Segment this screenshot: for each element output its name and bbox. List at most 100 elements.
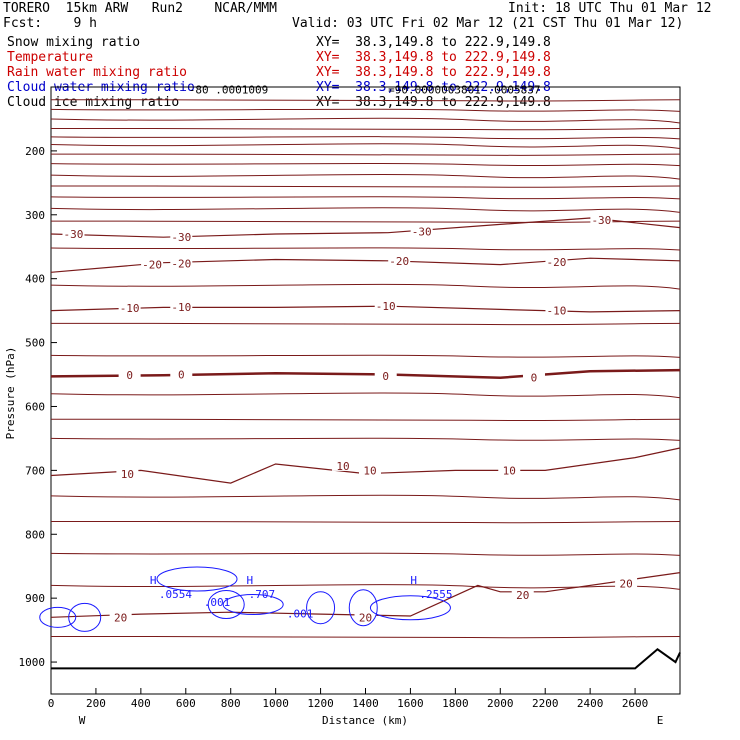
isotherm-label: -10 xyxy=(547,305,567,318)
x-axis-label: Distance (km) xyxy=(322,714,408,727)
legend-rain-name: Rain water mixing ratio xyxy=(7,65,188,80)
background-isoline xyxy=(50,354,681,358)
isotherm-label: -30 xyxy=(171,231,191,244)
y-axis-label: Pressure (hPa) xyxy=(4,347,17,440)
background-isoline xyxy=(50,392,681,399)
isotherm-label-bg xyxy=(374,369,397,381)
isotherm-label: -20 xyxy=(547,256,567,269)
isotherm-label: 0 xyxy=(126,369,133,382)
forecast-hour: Fcst: 9 h xyxy=(3,16,97,31)
isotherm-label-bg xyxy=(590,213,613,225)
legend-cloud-ice-name: Cloud ice mixing ratio xyxy=(7,95,180,110)
isotherm-label-bg xyxy=(358,464,381,476)
isotherm-label-bg xyxy=(109,611,132,623)
cloud-water-contour xyxy=(222,594,284,616)
legend-snow-name: Snow mixing ratio xyxy=(7,35,141,50)
isotherm-label-bg xyxy=(141,258,164,270)
valid-time: Valid: 03 UTC Fri 02 Mar 12 (21 CST Thu … xyxy=(292,16,684,31)
isotherm-label-bg xyxy=(374,300,397,312)
background-isoline xyxy=(50,117,681,124)
cloud-water-contour xyxy=(156,566,238,592)
isotherm-label: 20 xyxy=(359,611,372,624)
cloud-water-contour xyxy=(207,590,245,620)
background-isoline xyxy=(50,143,681,150)
isotherm-label: 0 xyxy=(382,370,389,383)
cloud-water-label: .001 xyxy=(287,607,314,620)
background-isoline xyxy=(50,153,681,156)
isotherm-label-bg xyxy=(332,459,355,471)
y-tick-label: 700 xyxy=(25,464,45,477)
isotherm-label-bg xyxy=(118,369,141,381)
isotherm-label-bg xyxy=(410,225,433,237)
x-tick-label: 1000 xyxy=(262,697,289,710)
y-tick-label: 900 xyxy=(25,592,45,605)
cloud-water-contour xyxy=(348,589,378,627)
cloud-water-contour xyxy=(39,606,77,628)
background-isoline xyxy=(50,322,681,326)
y-tick-label: 600 xyxy=(25,400,45,413)
west-label: W xyxy=(79,714,86,727)
background-isoline xyxy=(50,136,681,140)
x-tick-label: 1600 xyxy=(397,697,424,710)
isotherm-label: -30 xyxy=(591,214,611,227)
isotherm-label-bg xyxy=(615,577,638,589)
cloud-water-label: H xyxy=(410,574,417,587)
x-tick-label: 2000 xyxy=(487,697,514,710)
isotherm-line xyxy=(50,257,681,273)
x-tick-label: 1200 xyxy=(307,697,334,710)
isotherm-line xyxy=(50,305,681,313)
isotherm-label-bg xyxy=(522,371,545,383)
isotherm-label-bg xyxy=(354,611,377,623)
x-tick-label: 2200 xyxy=(532,697,559,710)
background-isoline xyxy=(50,437,681,441)
y-tick-label: 200 xyxy=(25,145,45,158)
terrain-line xyxy=(51,648,681,670)
x-tick-label: 400 xyxy=(131,697,151,710)
y-tick-label: 1000 xyxy=(19,656,46,669)
background-isoline xyxy=(50,173,681,180)
background-isoline xyxy=(50,163,681,167)
x-tick-label: 1400 xyxy=(352,697,379,710)
background-isoline xyxy=(50,196,681,200)
x-tick-label: 0 xyxy=(48,697,55,710)
x-tick-label: 2400 xyxy=(577,697,604,710)
overlay-label: -80 .0001009 xyxy=(189,83,268,96)
isotherm-label: -10 xyxy=(120,302,140,315)
isotherm-label: 10 xyxy=(363,464,376,477)
isotherm-label-bg xyxy=(170,231,193,243)
isotherm-label: 10 xyxy=(503,464,516,477)
legend-rain-xy: XY= 38.3,149.8 to 222.9,149.8 xyxy=(316,65,551,80)
isotherm-line xyxy=(50,217,681,238)
isotherm-label-bg xyxy=(170,300,193,312)
background-isoline xyxy=(50,128,681,131)
background-isoline xyxy=(50,584,681,590)
isotherm-label: -10 xyxy=(171,301,191,314)
cloud-water-contour xyxy=(369,595,451,621)
isotherm-label-bg xyxy=(388,254,411,266)
y-tick-label: 800 xyxy=(25,528,45,541)
isotherm-label: 0 xyxy=(178,369,185,382)
isotherm-label: 20 xyxy=(619,577,632,590)
background-isoline xyxy=(50,247,681,251)
isotherm-label: 10 xyxy=(121,468,134,481)
isotherm-label-bg xyxy=(511,588,534,600)
cloud-water-label: .707 xyxy=(249,588,276,601)
legend-temperature-xy: XY= 38.3,149.8 to 222.9,149.8 xyxy=(316,50,551,65)
east-label: E xyxy=(657,714,664,727)
cloud-water-contour xyxy=(306,591,336,625)
plot-frame xyxy=(50,86,681,695)
x-tick-label: 600 xyxy=(176,697,196,710)
cloud-water-contour xyxy=(68,602,102,632)
x-tick-label: 1800 xyxy=(442,697,469,710)
isotherm-label: -20 xyxy=(142,259,162,272)
legend-snow-xy: XY= 38.3,149.8 to 222.9,149.8 xyxy=(316,35,551,50)
background-isoline xyxy=(50,283,681,290)
cloud-water-label: H xyxy=(246,574,253,587)
isotherm-label: -20 xyxy=(171,257,191,270)
cloud-water-label: H xyxy=(150,574,157,587)
isotherm-label: 10 xyxy=(336,460,349,473)
background-isoline xyxy=(50,207,681,213)
isotherm-label-bg xyxy=(170,368,193,380)
legend-temperature-name: Temperature xyxy=(7,50,94,65)
